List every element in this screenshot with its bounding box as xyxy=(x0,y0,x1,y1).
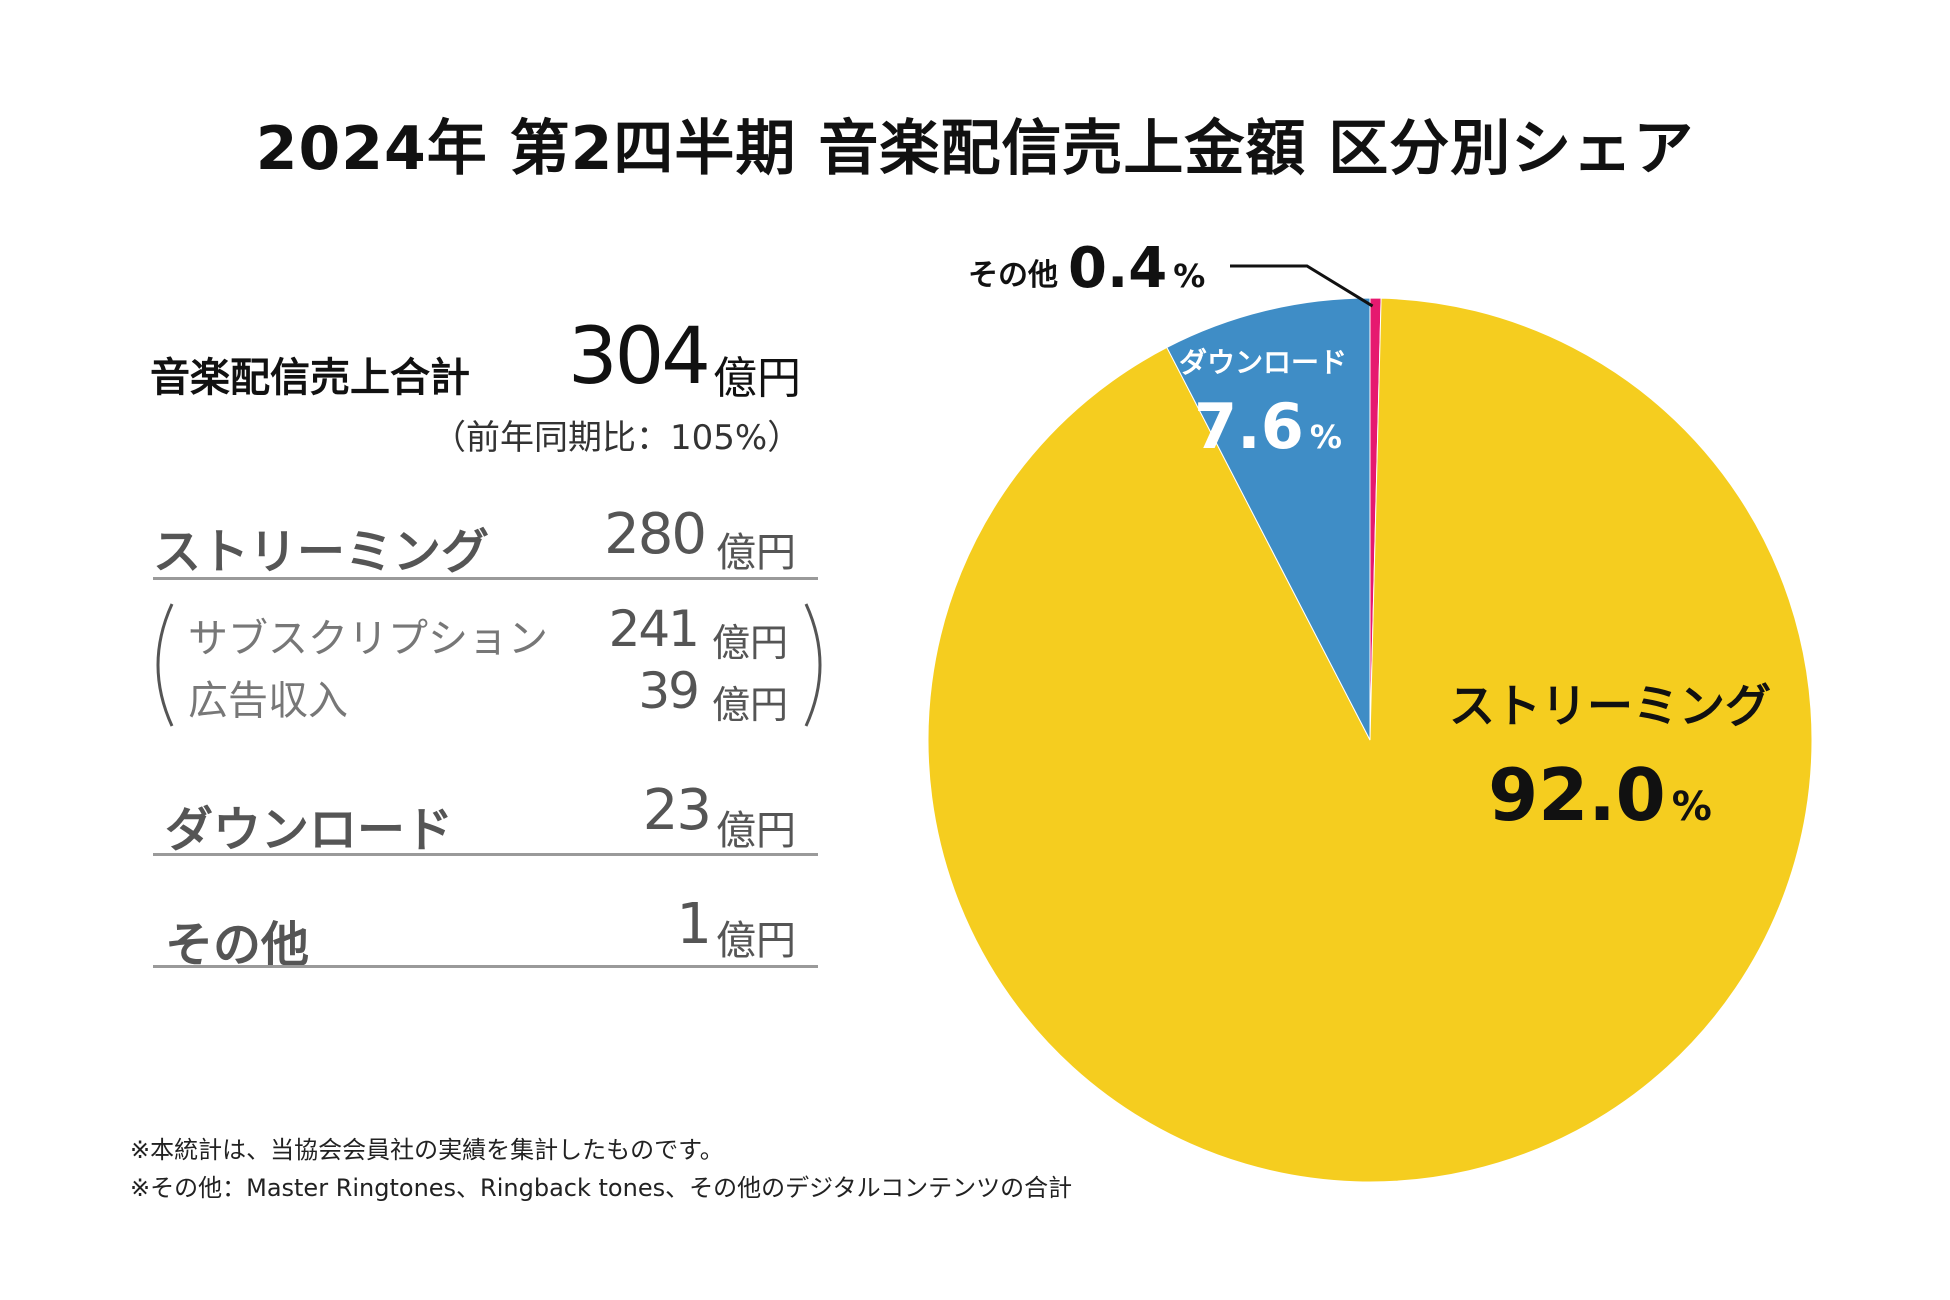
row-label-streaming: ストリーミング xyxy=(153,524,490,580)
row-value-streaming: 280 xyxy=(604,502,707,567)
slice-value-other: 0.4% xyxy=(1068,236,1205,301)
left-parenthesis xyxy=(156,603,174,727)
sub-value-subscription: 241 xyxy=(608,600,700,658)
sub-unit-ads: 億円 xyxy=(712,683,789,727)
right-parenthesis xyxy=(804,603,822,727)
sub-label-ads: 広告収入 xyxy=(188,678,348,724)
chart-title: 2024年 第2四半期 音楽配信売上金額 区分別シェア xyxy=(255,114,1695,184)
total-label: 音楽配信売上合計 xyxy=(150,355,470,401)
row-divider xyxy=(153,577,818,580)
leader-line-other xyxy=(1230,264,1374,308)
total-value: 304 xyxy=(568,312,711,402)
slice-label-streaming: ストリーミング xyxy=(1449,679,1771,733)
row-label-other: その他 xyxy=(165,917,310,973)
sub-unit-subscription: 億円 xyxy=(712,621,789,665)
row-divider xyxy=(153,853,818,856)
slice-label-other: その他 xyxy=(968,258,1058,293)
footnote-2: ※その他：Master Ringtones、Ringback tones、その他… xyxy=(130,1174,1073,1202)
row-divider xyxy=(153,965,818,968)
slice-label-download: ダウンロード xyxy=(1179,346,1347,379)
footnote-1: ※本統計は、当協会会員社の実績を集計したものです。 xyxy=(130,1136,724,1164)
pie-slice-2 xyxy=(1166,297,1371,741)
row-unit-other: 億円 xyxy=(716,918,796,964)
yoy-ratio: （前年同期比：105%） xyxy=(432,418,802,458)
slice-value-download: 7.6% xyxy=(1194,390,1342,463)
row-unit-download: 億円 xyxy=(716,808,796,854)
row-label-download: ダウンロード xyxy=(165,802,454,858)
sub-value-ads: 39 xyxy=(638,662,700,720)
row-value-download: 23 xyxy=(642,778,712,843)
slice-value-streaming: 92.0% xyxy=(1488,753,1712,837)
sub-label-subscription: サブスクリプション xyxy=(188,616,548,662)
row-value-other: 1 xyxy=(676,892,712,957)
row-unit-streaming: 億円 xyxy=(716,530,796,576)
total-unit: 億円 xyxy=(713,353,801,404)
